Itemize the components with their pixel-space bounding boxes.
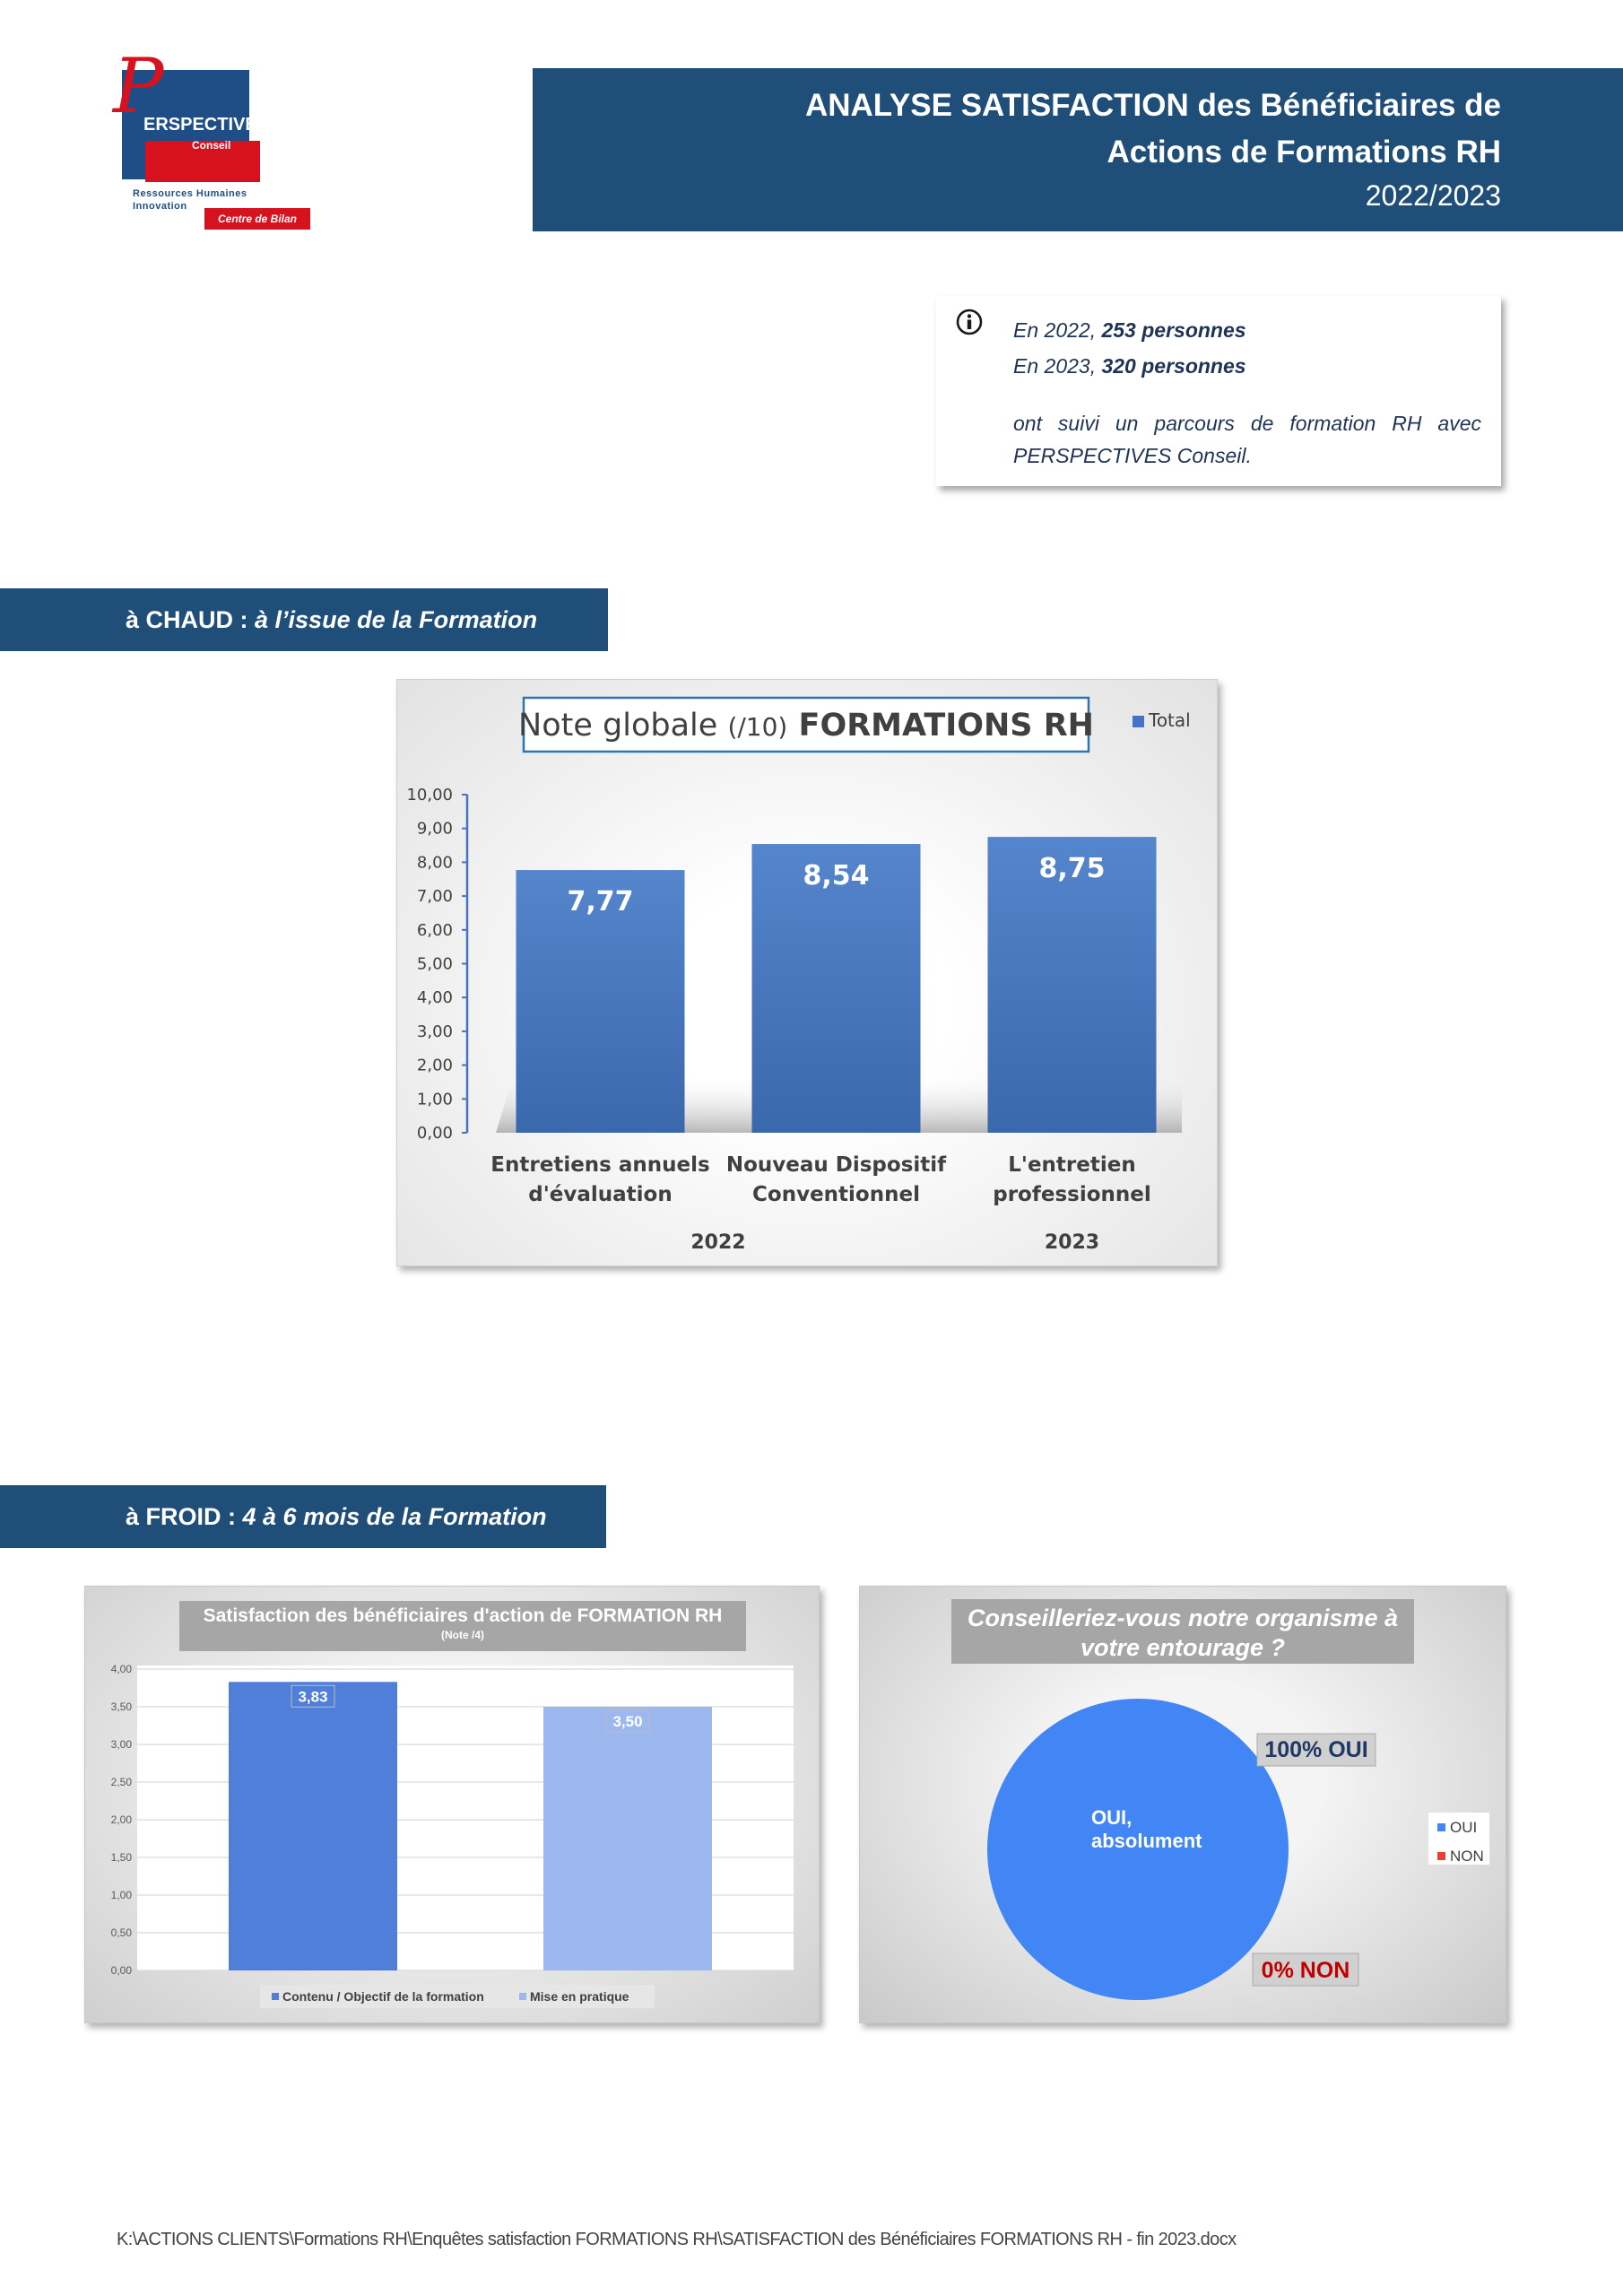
chart2-value-box (291, 1684, 335, 1708)
chart-note-globale-svg: Note globale (/10) FORMATIONS RH Total 0… (406, 696, 1191, 1254)
info-icon (956, 309, 983, 335)
chart1-category-label: Nouveau Dispositif (726, 1153, 947, 1177)
chart1-y-tick-label: 9,00 (417, 820, 453, 839)
logo-tagline-2: Innovation (133, 201, 187, 212)
chart-satisfaction: Satisfaction des bénéficiaires d'action … (84, 1586, 820, 2023)
chart2-y-tick-label: 3,00 (111, 1738, 133, 1751)
chart2-value-box (605, 1709, 650, 1733)
chart1-category-label: L'entretien (1008, 1153, 1135, 1177)
chart1-y-tick-label: 4,00 (417, 988, 453, 1007)
chart1-title: Note globale (/10) FORMATIONS RH (518, 708, 1094, 744)
chart2-y-tick-label: 2,50 (111, 1776, 133, 1788)
pie-inner-label-1: OUI, (1091, 1806, 1132, 1829)
logo-brand: ERSPECTIVES (143, 115, 270, 135)
chart1-y-tick-label: 1,00 (417, 1090, 453, 1109)
section-chaud: à CHAUD : à l’issue de la Formation (0, 588, 608, 651)
chart3-legend-swatch (1437, 1852, 1445, 1860)
chart2-title: Satisfaction des bénéficiaires d'action … (204, 1605, 723, 1626)
chart2-legend-box (260, 1985, 655, 2008)
chart2-y-tick-label: 1,50 (111, 1851, 133, 1864)
chart1-group-label: 2023 (1045, 1231, 1099, 1254)
chart1-legend-swatch (1133, 716, 1144, 727)
chart3-title-box (951, 1599, 1414, 1664)
chart2-y-tick-label: 3,50 (111, 1700, 133, 1713)
chart1-bar-value: 8,54 (803, 860, 869, 891)
callout-oui: 100% OUI (1264, 1737, 1367, 1762)
chart1-category-label: Conventionnel (752, 1183, 920, 1206)
chart1-group-label: 2022 (690, 1231, 745, 1254)
chart1-y-tick-label: 0,00 (417, 1124, 453, 1143)
chart-recommendation: Conseilleriez-vous notre organisme à vot… (859, 1586, 1506, 2023)
logo-red-block (145, 141, 260, 182)
chart2-y-tick-label: 0,50 (111, 1926, 133, 1939)
chart3-legend-swatch (1437, 1823, 1445, 1831)
chart2-bar (229, 1682, 397, 1970)
chart1-y-tick-label: 7,00 (417, 887, 453, 906)
chart2-bar-value: 3,50 (612, 1713, 642, 1730)
company-logo: P ERSPECTIVES Conseil Ressources Humaine… (113, 48, 319, 235)
chart2-legend-swatch (272, 1993, 279, 2000)
chart1-title-box (522, 696, 1090, 753)
logo-tagline-1: Ressources Humaines (133, 188, 247, 199)
chart1-category-label: Entretiens annuels (490, 1153, 709, 1177)
chart2-legend-label: Mise en pratique (530, 1989, 629, 2004)
chart1-bar (516, 870, 685, 1133)
chart1-y-tick-label: 8,00 (417, 853, 453, 872)
chart1-bar-value: 7,77 (567, 886, 633, 918)
chart2-y-tick-label: 4,00 (111, 1663, 133, 1675)
logo-sub: Conseil (192, 139, 231, 152)
chart1-y-tick-label: 10,00 (406, 786, 453, 804)
section-froid: à FROID : 4 à 6 mois de la Formation (0, 1485, 606, 1548)
callout-oui-box (1256, 1733, 1376, 1767)
chart2-legend-label: Contenu / Objectif de la formation (282, 1989, 484, 2004)
chart-satisfaction-svg: Satisfaction des bénéficiaires d'action … (111, 1601, 794, 2008)
chart-recommendation-svg: Conseilleriez-vous notre organisme à vot… (951, 1599, 1489, 2000)
chart2-bar (543, 1707, 712, 1970)
pie-slice-oui (987, 1699, 1289, 2000)
chart1-bar (987, 837, 1157, 1133)
pie-inner-label-2: absolument (1091, 1830, 1202, 1852)
logo-initial: P (113, 42, 164, 130)
footer-file-path: K:\ACTIONS CLIENTS\Formations RH\Enquête… (117, 2230, 1237, 2249)
chart2-subtitle: (Note /4) (441, 1629, 484, 1641)
chart2-legend-swatch (519, 1993, 526, 2000)
logo-centre-badge: Centre de Bilan (204, 208, 310, 230)
chart2-y-tick-label: 1,00 (111, 1889, 133, 1901)
info-text: En 2022, 253 personnes En 2023, 320 pers… (1013, 312, 1481, 472)
chart3-legend-label: NON (1450, 1848, 1484, 1865)
chart1-legend-label: Total (1148, 709, 1191, 731)
chart2-bar-value: 3,83 (298, 1688, 327, 1705)
title-line-2: Actions de Formations RH (1107, 135, 1501, 170)
chart1-bar-value: 8,75 (1038, 853, 1105, 884)
header-band: ANALYSE SATISFACTION des Bénéficiaires d… (533, 68, 1623, 231)
chart3-legend-label: OUI (1450, 1819, 1477, 1836)
chart1-y-tick-label: 5,00 (417, 955, 453, 974)
chart2-y-tick-label: 2,00 (111, 1813, 133, 1826)
callout-non-box (1252, 1952, 1359, 1987)
chart1-y-tick-label: 6,00 (417, 921, 453, 940)
chart3-title-line-1: Conseilleriez-vous notre organisme à (968, 1605, 1398, 1631)
info-line-2022: En 2022, 253 personnes (1013, 318, 1246, 342)
chart1-category-label: professionnel (993, 1183, 1151, 1206)
chart3-title-line-2: votre entourage ? (1081, 1634, 1285, 1661)
chart2-y-tick-label: 0,00 (111, 1964, 133, 1977)
info-box: En 2022, 253 personnes En 2023, 320 pers… (936, 296, 1501, 486)
chart2-title-box (179, 1601, 746, 1651)
title-line-1: ANALYSE SATISFACTION des Bénéficiaires d… (804, 88, 1501, 123)
chart1-y-tick-label: 3,00 (417, 1022, 453, 1041)
info-paragraph: ont suivi un parcours de formation RH av… (1013, 412, 1481, 467)
chart-note-globale: Note globale (/10) FORMATIONS RH Total 0… (396, 679, 1218, 1266)
chart1-bar (751, 844, 921, 1133)
chart1-category-label: d'évaluation (528, 1183, 672, 1206)
title-years: 2022/2023 (1365, 179, 1501, 212)
chart1-y-tick-label: 2,00 (417, 1057, 453, 1075)
info-line-2023: En 2023, 320 personnes (1013, 354, 1246, 378)
callout-non: 0% NON (1262, 1958, 1350, 1983)
